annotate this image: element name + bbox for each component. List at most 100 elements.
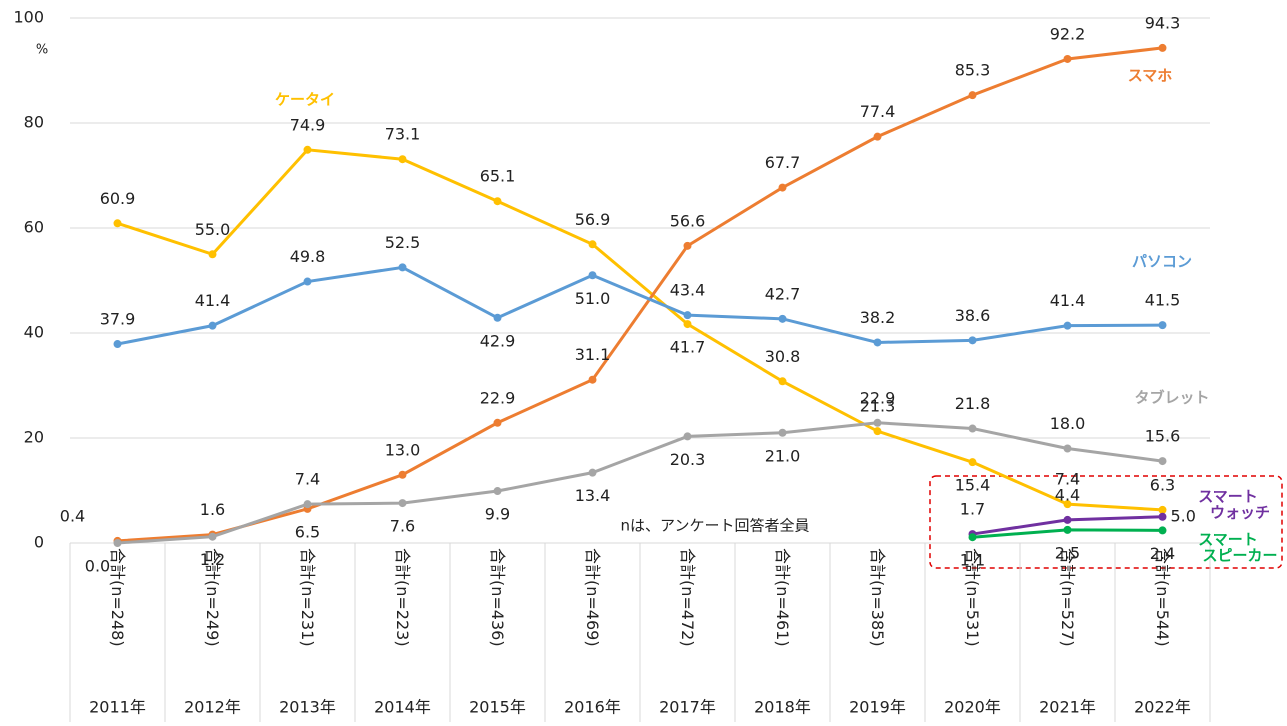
x-tick-label: 合計(n=385) <box>868 548 887 647</box>
series-name: スピーカー <box>1202 547 1277 565</box>
data-point <box>208 532 217 541</box>
data-label: 13.4 <box>575 486 611 505</box>
series-name: パソコン <box>1132 253 1192 271</box>
x-tick-label: 合計(n=223) <box>393 548 412 647</box>
data-label: 56.9 <box>575 210 611 229</box>
x-tick-label: 合計(n=527) <box>1058 548 1077 647</box>
x-group-label: 2018年 <box>754 698 811 717</box>
data-point <box>398 470 407 479</box>
data-label: 73.1 <box>385 125 421 144</box>
data-point <box>588 271 597 280</box>
data-point <box>588 375 597 384</box>
data-label: 38.2 <box>860 308 896 327</box>
y-tick-label: 0 <box>34 533 44 552</box>
data-point <box>303 145 312 154</box>
data-label: 92.2 <box>1050 24 1086 43</box>
data-point <box>1063 500 1072 509</box>
data-label: 74.9 <box>290 115 326 134</box>
data-label: 21.3 <box>860 397 896 416</box>
data-point <box>113 539 122 547</box>
data-label: 7.4 <box>295 470 320 489</box>
data-label: 42.9 <box>480 331 516 350</box>
data-label: 41.5 <box>1145 291 1181 310</box>
data-point <box>968 533 977 542</box>
highlight-box <box>929 475 1283 569</box>
y-tick-label: 100 <box>13 8 44 27</box>
data-point <box>1158 526 1167 535</box>
data-point <box>968 424 977 433</box>
data-label: 0.4 <box>60 506 85 525</box>
data-point <box>1063 444 1072 453</box>
data-point <box>968 458 977 467</box>
series-name: タブレット <box>1134 389 1209 407</box>
data-point <box>1063 515 1072 524</box>
data-point <box>493 313 502 322</box>
data-point <box>303 277 312 286</box>
data-label: 20.3 <box>670 450 706 469</box>
data-label: 77.4 <box>860 102 896 121</box>
series-line <box>117 148 1163 512</box>
x-tick-label: 合計(n=249) <box>203 548 222 647</box>
data-point <box>493 197 502 206</box>
y-tick-label: 20 <box>24 428 44 447</box>
x-group-label: 2011年 <box>89 698 146 717</box>
data-point <box>778 377 787 386</box>
data-point <box>683 432 692 441</box>
x-group-label: 2015年 <box>469 698 526 717</box>
series-name: スマホ <box>1128 67 1173 85</box>
data-point <box>398 263 407 272</box>
data-label: 4.4 <box>1055 485 1080 504</box>
data-point <box>968 336 977 345</box>
data-point <box>303 500 312 509</box>
data-point <box>208 250 217 259</box>
y-tick-label: 60 <box>24 218 44 237</box>
x-tick-label: 合計(n=231) <box>298 548 317 647</box>
data-label: 38.6 <box>955 306 991 325</box>
data-label: 67.7 <box>765 153 801 172</box>
x-tick-label: 合計(n=469) <box>583 548 602 647</box>
data-label: 55.0 <box>195 220 231 239</box>
data-point <box>493 487 502 496</box>
data-point <box>873 132 882 141</box>
data-label: 15.6 <box>1145 427 1181 446</box>
x-group-label: 2014年 <box>374 698 431 717</box>
data-label: 41.4 <box>195 291 231 310</box>
data-label: 31.1 <box>575 345 611 364</box>
x-group-label: 2020年 <box>944 698 1001 717</box>
data-point <box>778 314 787 323</box>
data-label: 21.0 <box>765 446 801 465</box>
data-label: 6.5 <box>295 522 320 541</box>
data-point <box>588 468 597 477</box>
data-label: 2.5 <box>1055 543 1080 562</box>
x-group-label: 2016年 <box>564 698 621 717</box>
series-line <box>117 421 1163 545</box>
data-label: 94.3 <box>1145 13 1181 32</box>
x-tick-label: 合計(n=544) <box>1153 548 1172 647</box>
x-group-label: 2012年 <box>184 698 241 717</box>
data-label: 22.9 <box>860 388 896 407</box>
data-label: 42.7 <box>765 284 801 303</box>
data-label: 9.9 <box>485 505 510 524</box>
data-point <box>398 155 407 164</box>
data-point <box>1063 525 1072 534</box>
x-group-label: 2019年 <box>849 698 906 717</box>
data-point <box>1158 505 1167 514</box>
data-point <box>778 183 787 192</box>
data-label: 13.0 <box>385 440 421 459</box>
x-tick-label: 合計(n=436) <box>488 548 507 647</box>
data-point <box>113 340 122 349</box>
data-label: 85.3 <box>955 61 991 80</box>
data-point <box>113 219 122 228</box>
x-group-label: 2021年 <box>1039 698 1096 717</box>
x-tick-label: 合計(n=472) <box>678 548 697 647</box>
data-label: 6.3 <box>1150 475 1175 494</box>
data-label: 21.8 <box>955 394 991 413</box>
data-label: 43.4 <box>670 281 706 300</box>
data-point <box>208 321 217 330</box>
data-label: 51.0 <box>575 289 611 308</box>
y-unit: % <box>36 43 48 58</box>
data-label: 41.7 <box>670 338 706 357</box>
y-tick-label: 80 <box>24 113 44 132</box>
data-label: 1.7 <box>960 500 985 519</box>
